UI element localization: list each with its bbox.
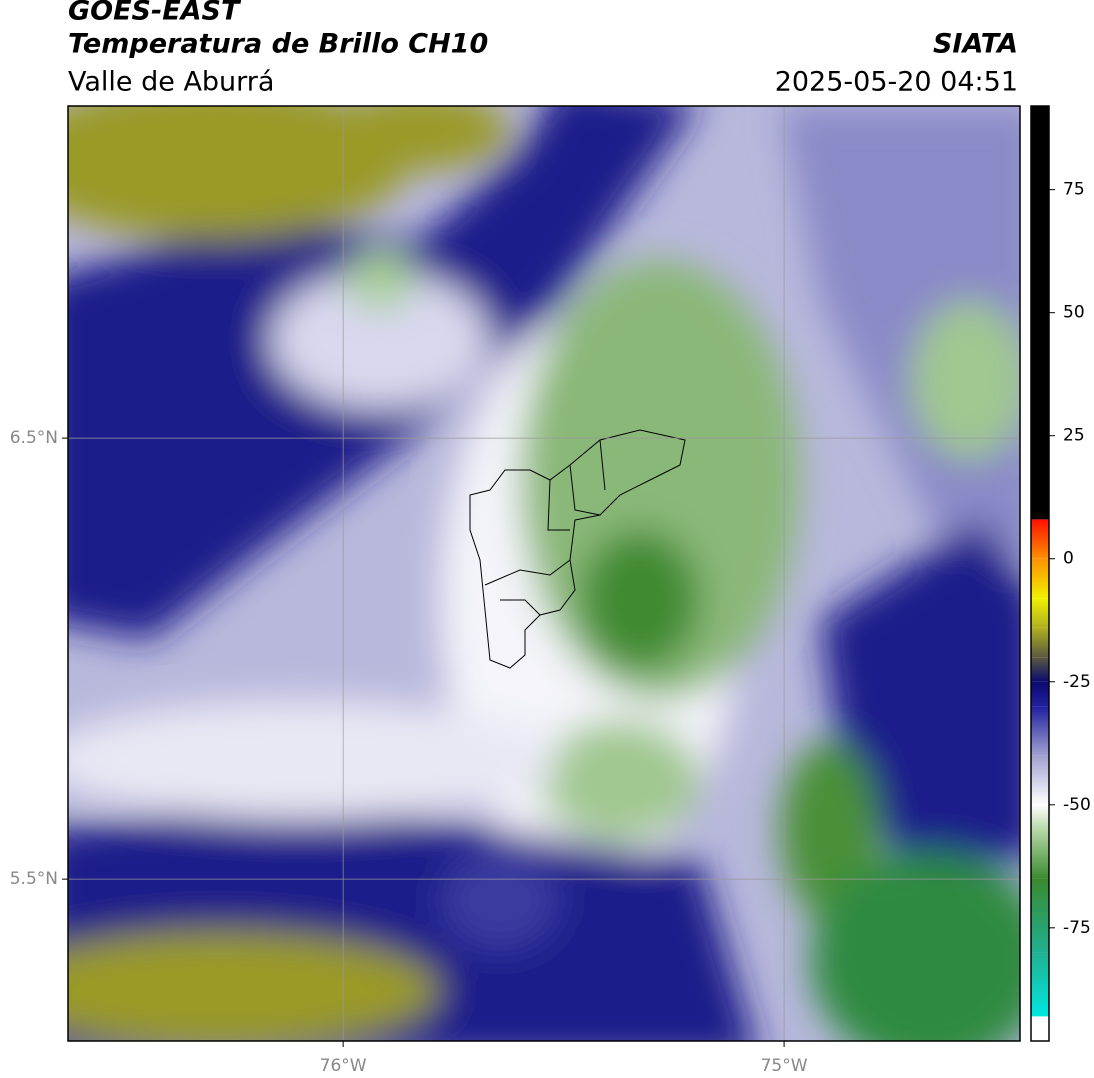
colorbar-frame <box>1030 105 1050 1042</box>
colorbar-segment <box>1031 952 1049 1017</box>
colorbar-segment <box>1031 755 1049 805</box>
colorbar-segment <box>1031 1016 1049 1041</box>
x-tick-label: 76°W <box>320 1056 367 1076</box>
colorbar-segment <box>1031 519 1049 559</box>
datetime: 2025-05-20 04:51 <box>775 67 1018 98</box>
colorbar-segment <box>1031 558 1049 599</box>
colorbar-segment <box>1031 598 1049 628</box>
y-tick-label: 5.5°N <box>10 869 58 889</box>
colorbar-segment <box>1031 106 1049 520</box>
colorbar-tick-label: 25 <box>1063 426 1085 446</box>
map-frame <box>67 105 1021 1042</box>
subtitle: Temperatura de Brillo CH10 <box>68 29 488 60</box>
colorbar-tick-label: 50 <box>1063 303 1085 323</box>
colorbar-segment <box>1031 657 1049 682</box>
colorbar-segment <box>1031 804 1049 830</box>
colorbar-tick-label: -25 <box>1063 672 1091 692</box>
x-tick-label: 75°W <box>761 1056 808 1076</box>
y-tick-label: 6.5°N <box>10 428 58 448</box>
satellite-image <box>68 106 1020 1041</box>
region: Valle de Aburrá <box>68 67 274 98</box>
colorbar-tick-label: 0 <box>1063 549 1074 569</box>
colorbar-tick-label: 75 <box>1063 180 1085 200</box>
valle-de-aburra-outline <box>469 429 686 669</box>
colorbar-segment <box>1031 878 1049 953</box>
source: SIATA <box>933 29 1018 60</box>
colorbar-segment <box>1031 829 1049 879</box>
colorbar-segment <box>1031 627 1049 658</box>
colorbar-segment <box>1031 706 1049 756</box>
colorbar-tick-label: -75 <box>1063 918 1091 938</box>
title: GOES-EAST <box>68 0 242 27</box>
colorbar-tick-label: -50 <box>1063 795 1091 815</box>
colorbar-segment <box>1031 681 1049 707</box>
